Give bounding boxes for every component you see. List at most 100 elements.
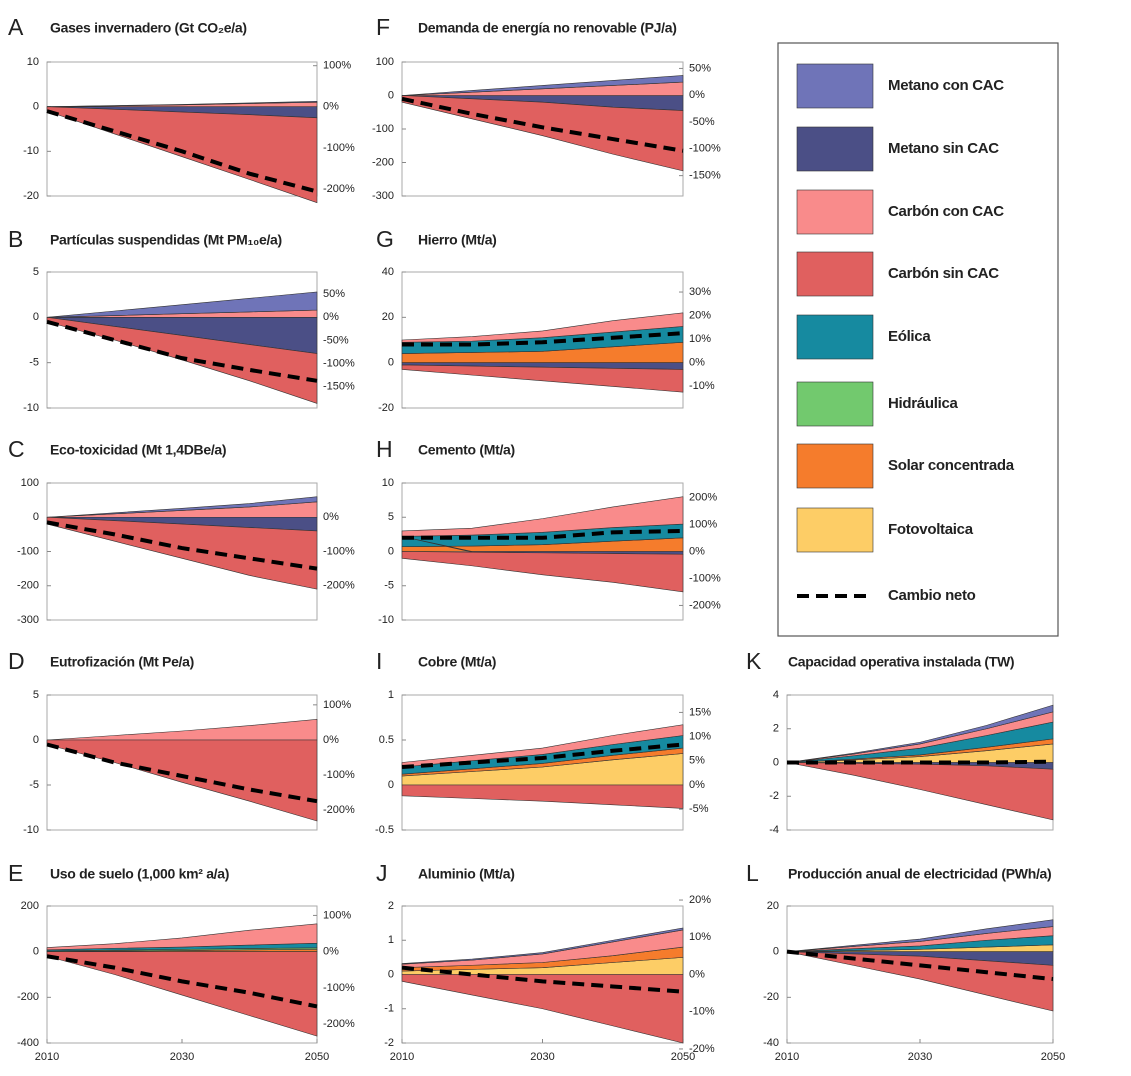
y-tick-label: 2 bbox=[773, 723, 779, 735]
y2-tick-label: 5% bbox=[689, 755, 705, 767]
area-0 bbox=[401, 75, 684, 96]
y2-tick-label: 10% bbox=[689, 333, 711, 345]
y-tick-label: 0 bbox=[388, 968, 394, 980]
panel-letter: G bbox=[376, 226, 394, 252]
y2-tick-label: 100% bbox=[689, 518, 717, 530]
y-tick-label: -10 bbox=[23, 145, 39, 157]
legend-swatch bbox=[796, 381, 874, 427]
y-tick-label: -2 bbox=[384, 1037, 394, 1049]
y2-tick-label: 100% bbox=[323, 699, 351, 711]
y-tick-label: 0 bbox=[33, 946, 39, 958]
x-tick-label: 2030 bbox=[170, 1051, 194, 1063]
y-tick-label: -200 bbox=[372, 156, 394, 168]
y2-tick-label: -100% bbox=[323, 142, 355, 154]
y-tick-label: -20 bbox=[23, 190, 39, 202]
y2-tick-label: 0% bbox=[323, 946, 339, 958]
y-tick-label: 1 bbox=[388, 689, 394, 701]
area-3 bbox=[401, 974, 684, 1044]
area-3 bbox=[401, 551, 684, 593]
area-2 bbox=[46, 923, 318, 951]
net-change-line bbox=[46, 742, 318, 804]
y2-tick-label: 0% bbox=[689, 779, 705, 791]
y-tick-label: 10 bbox=[382, 477, 394, 489]
y-tick-label: -300 bbox=[372, 190, 394, 202]
y-tick-label: 100 bbox=[21, 477, 39, 489]
panel-letter: L bbox=[746, 860, 759, 886]
area-3 bbox=[46, 106, 318, 204]
y2-tick-label: -10% bbox=[689, 1006, 715, 1018]
panel-title: Demanda de energía no renovable (PJ/a) bbox=[418, 20, 677, 36]
area-3 bbox=[786, 951, 1054, 1012]
y-tick-label: 0 bbox=[388, 89, 394, 101]
net-change-line bbox=[402, 331, 684, 347]
y-tick-label: 5 bbox=[33, 689, 39, 701]
y2-tick-label: -200% bbox=[323, 1018, 355, 1030]
y2-tick-label: 20% bbox=[689, 310, 711, 322]
area-3 bbox=[46, 951, 318, 1037]
x-tick-label: 2050 bbox=[671, 1051, 695, 1063]
panel-letter: I bbox=[376, 648, 382, 674]
legend-label: Fotovoltaica bbox=[888, 521, 974, 538]
y-tick-label: -10 bbox=[378, 614, 394, 626]
net-change-line bbox=[401, 96, 684, 153]
net-change-line bbox=[402, 528, 684, 540]
y-tick-label: 0 bbox=[33, 511, 39, 523]
y2-tick-label: -150% bbox=[323, 381, 355, 393]
y2-tick-label: -200% bbox=[323, 580, 355, 592]
y2-tick-label: 15% bbox=[689, 706, 711, 718]
x-tick-label: 2010 bbox=[775, 1051, 799, 1063]
y-tick-label: 5 bbox=[33, 266, 39, 278]
area-0 bbox=[46, 100, 318, 107]
y-tick-label: -100 bbox=[17, 545, 39, 557]
y-tick-label: 20 bbox=[382, 311, 394, 323]
y-tick-label: 0 bbox=[388, 545, 394, 557]
y2-tick-label: 0% bbox=[323, 734, 339, 746]
y2-tick-label: -100% bbox=[323, 545, 355, 557]
y2-tick-label: 30% bbox=[689, 286, 711, 298]
y2-tick-label: 10% bbox=[689, 731, 711, 743]
y-tick-label: -10 bbox=[23, 402, 39, 414]
legend-swatch bbox=[796, 314, 874, 360]
panel-title: Cemento (Mt/a) bbox=[418, 442, 515, 458]
y2-tick-label: 0% bbox=[323, 311, 339, 323]
y-tick-label: -0.5 bbox=[375, 824, 394, 836]
y2-tick-label: 0% bbox=[323, 511, 339, 523]
y2-tick-label: -50% bbox=[689, 116, 715, 128]
area-0 bbox=[46, 496, 318, 518]
x-tick-label: 2030 bbox=[908, 1051, 932, 1063]
y-tick-label: -20 bbox=[763, 991, 779, 1003]
panel-title: Partículas suspendidas (Mt PM₁₀e/a) bbox=[50, 232, 282, 248]
y-tick-label: 100 bbox=[376, 56, 394, 68]
y-tick-label: -20 bbox=[378, 402, 394, 414]
net-change-line bbox=[46, 520, 318, 571]
y-tick-label: -300 bbox=[17, 614, 39, 626]
y2-tick-label: 50% bbox=[323, 288, 345, 300]
y2-tick-label: 0% bbox=[689, 968, 705, 980]
y2-tick-label: 200% bbox=[689, 491, 717, 503]
panel-letter: J bbox=[376, 860, 388, 886]
x-tick-label: 2030 bbox=[530, 1051, 554, 1063]
panel-title: Capacidad operativa instalada (TW) bbox=[788, 654, 1014, 670]
net-change-line bbox=[401, 965, 684, 994]
y-tick-label: 200 bbox=[21, 900, 39, 912]
panel-letter: A bbox=[8, 14, 24, 40]
legend-swatch bbox=[796, 251, 874, 297]
net-change-line bbox=[46, 109, 318, 194]
x-tick-label: 2050 bbox=[1041, 1051, 1065, 1063]
panel-title: Cobre (Mt/a) bbox=[418, 654, 496, 670]
legend-label: Metano con CAC bbox=[888, 77, 1004, 94]
y-tick-label: 0 bbox=[388, 779, 394, 791]
area-0 bbox=[46, 291, 318, 318]
panel-title: Producción anual de electricidad (PWh/a) bbox=[788, 866, 1051, 882]
legend-label: Carbón con CAC bbox=[888, 203, 1004, 220]
net-change-line bbox=[786, 949, 1054, 982]
y-tick-label: 20 bbox=[767, 900, 779, 912]
y2-tick-label: -100% bbox=[323, 357, 355, 369]
y-tick-label: -4 bbox=[769, 824, 779, 836]
y-tick-label: -1 bbox=[384, 1003, 394, 1015]
net-change-line bbox=[787, 759, 1054, 765]
y2-tick-label: -10% bbox=[689, 380, 715, 392]
y2-tick-label: 0% bbox=[689, 89, 705, 101]
y2-tick-label: -20% bbox=[689, 1043, 715, 1055]
